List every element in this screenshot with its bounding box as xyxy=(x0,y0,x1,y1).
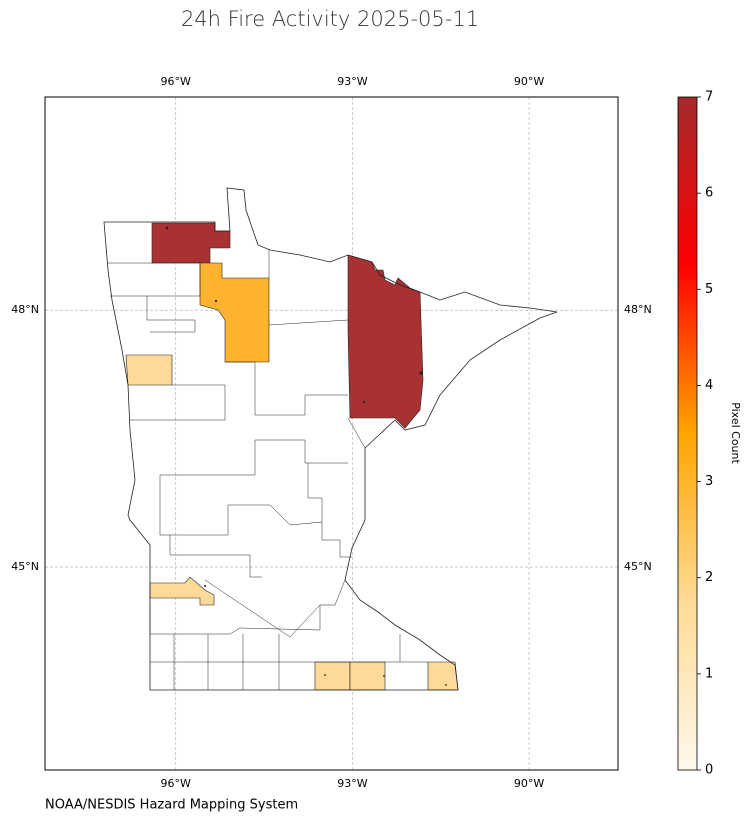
fire-point xyxy=(204,585,206,587)
state-outline xyxy=(103,187,558,691)
fire-point xyxy=(445,684,447,686)
colorbar-label: Pixel Count xyxy=(729,402,742,464)
county-line xyxy=(169,535,262,578)
county-line xyxy=(159,475,323,536)
colorbar-tick-label: 4 xyxy=(705,378,713,393)
y-tick-label: 45°N xyxy=(11,560,39,573)
county-line xyxy=(160,439,348,476)
county-line xyxy=(307,463,352,558)
county-lines xyxy=(103,187,558,691)
title: 24h Fire Activity 2025-05-11 xyxy=(181,7,479,31)
x-tick-label: 90°W xyxy=(514,75,544,88)
county-line xyxy=(149,605,321,635)
fire-point xyxy=(383,675,385,677)
region xyxy=(314,661,351,691)
x-tick-label: 90°W xyxy=(514,777,544,790)
colorbar-tick-label: 7 xyxy=(705,90,713,105)
colorbar-tick-label: 1 xyxy=(705,666,713,681)
fire-point xyxy=(214,299,218,303)
region xyxy=(349,661,386,691)
region xyxy=(199,262,270,363)
x-tick-label: 93°W xyxy=(337,75,367,88)
x-tick-label: 96°W xyxy=(161,75,191,88)
fire-point xyxy=(165,226,169,230)
county-line xyxy=(146,296,196,333)
x-tick-label: 96°W xyxy=(161,777,191,790)
county-line xyxy=(130,384,226,421)
fire-points xyxy=(165,226,447,686)
colorbar-tick-label: 0 xyxy=(705,763,713,778)
county-line xyxy=(225,361,348,416)
region xyxy=(151,222,231,264)
region xyxy=(347,254,424,429)
region xyxy=(427,661,459,691)
fire-point xyxy=(419,371,423,375)
county-line xyxy=(204,579,346,638)
y-tick-label: 48°N xyxy=(11,303,39,316)
county-line xyxy=(268,319,349,326)
source: NOAA/NESDIS Hazard Mapping System xyxy=(45,798,298,813)
regions xyxy=(125,222,459,691)
colorbar-tick-label: 2 xyxy=(705,570,713,585)
region xyxy=(125,354,173,386)
region xyxy=(149,576,215,606)
y-tick-label: 48°N xyxy=(624,303,652,316)
county-line xyxy=(347,417,366,449)
colorbar-tick-label: 6 xyxy=(705,186,713,201)
map-frame xyxy=(44,96,619,771)
colorbar-tick-label: 5 xyxy=(705,282,713,297)
y-tick-label: 45°N xyxy=(624,560,652,573)
fire-point xyxy=(324,674,326,676)
fire-point xyxy=(362,400,366,404)
colorbar-tick-label: 3 xyxy=(705,474,713,489)
county-line xyxy=(108,262,201,297)
x-tick-label: 93°W xyxy=(337,777,367,790)
colorbar xyxy=(677,96,698,771)
